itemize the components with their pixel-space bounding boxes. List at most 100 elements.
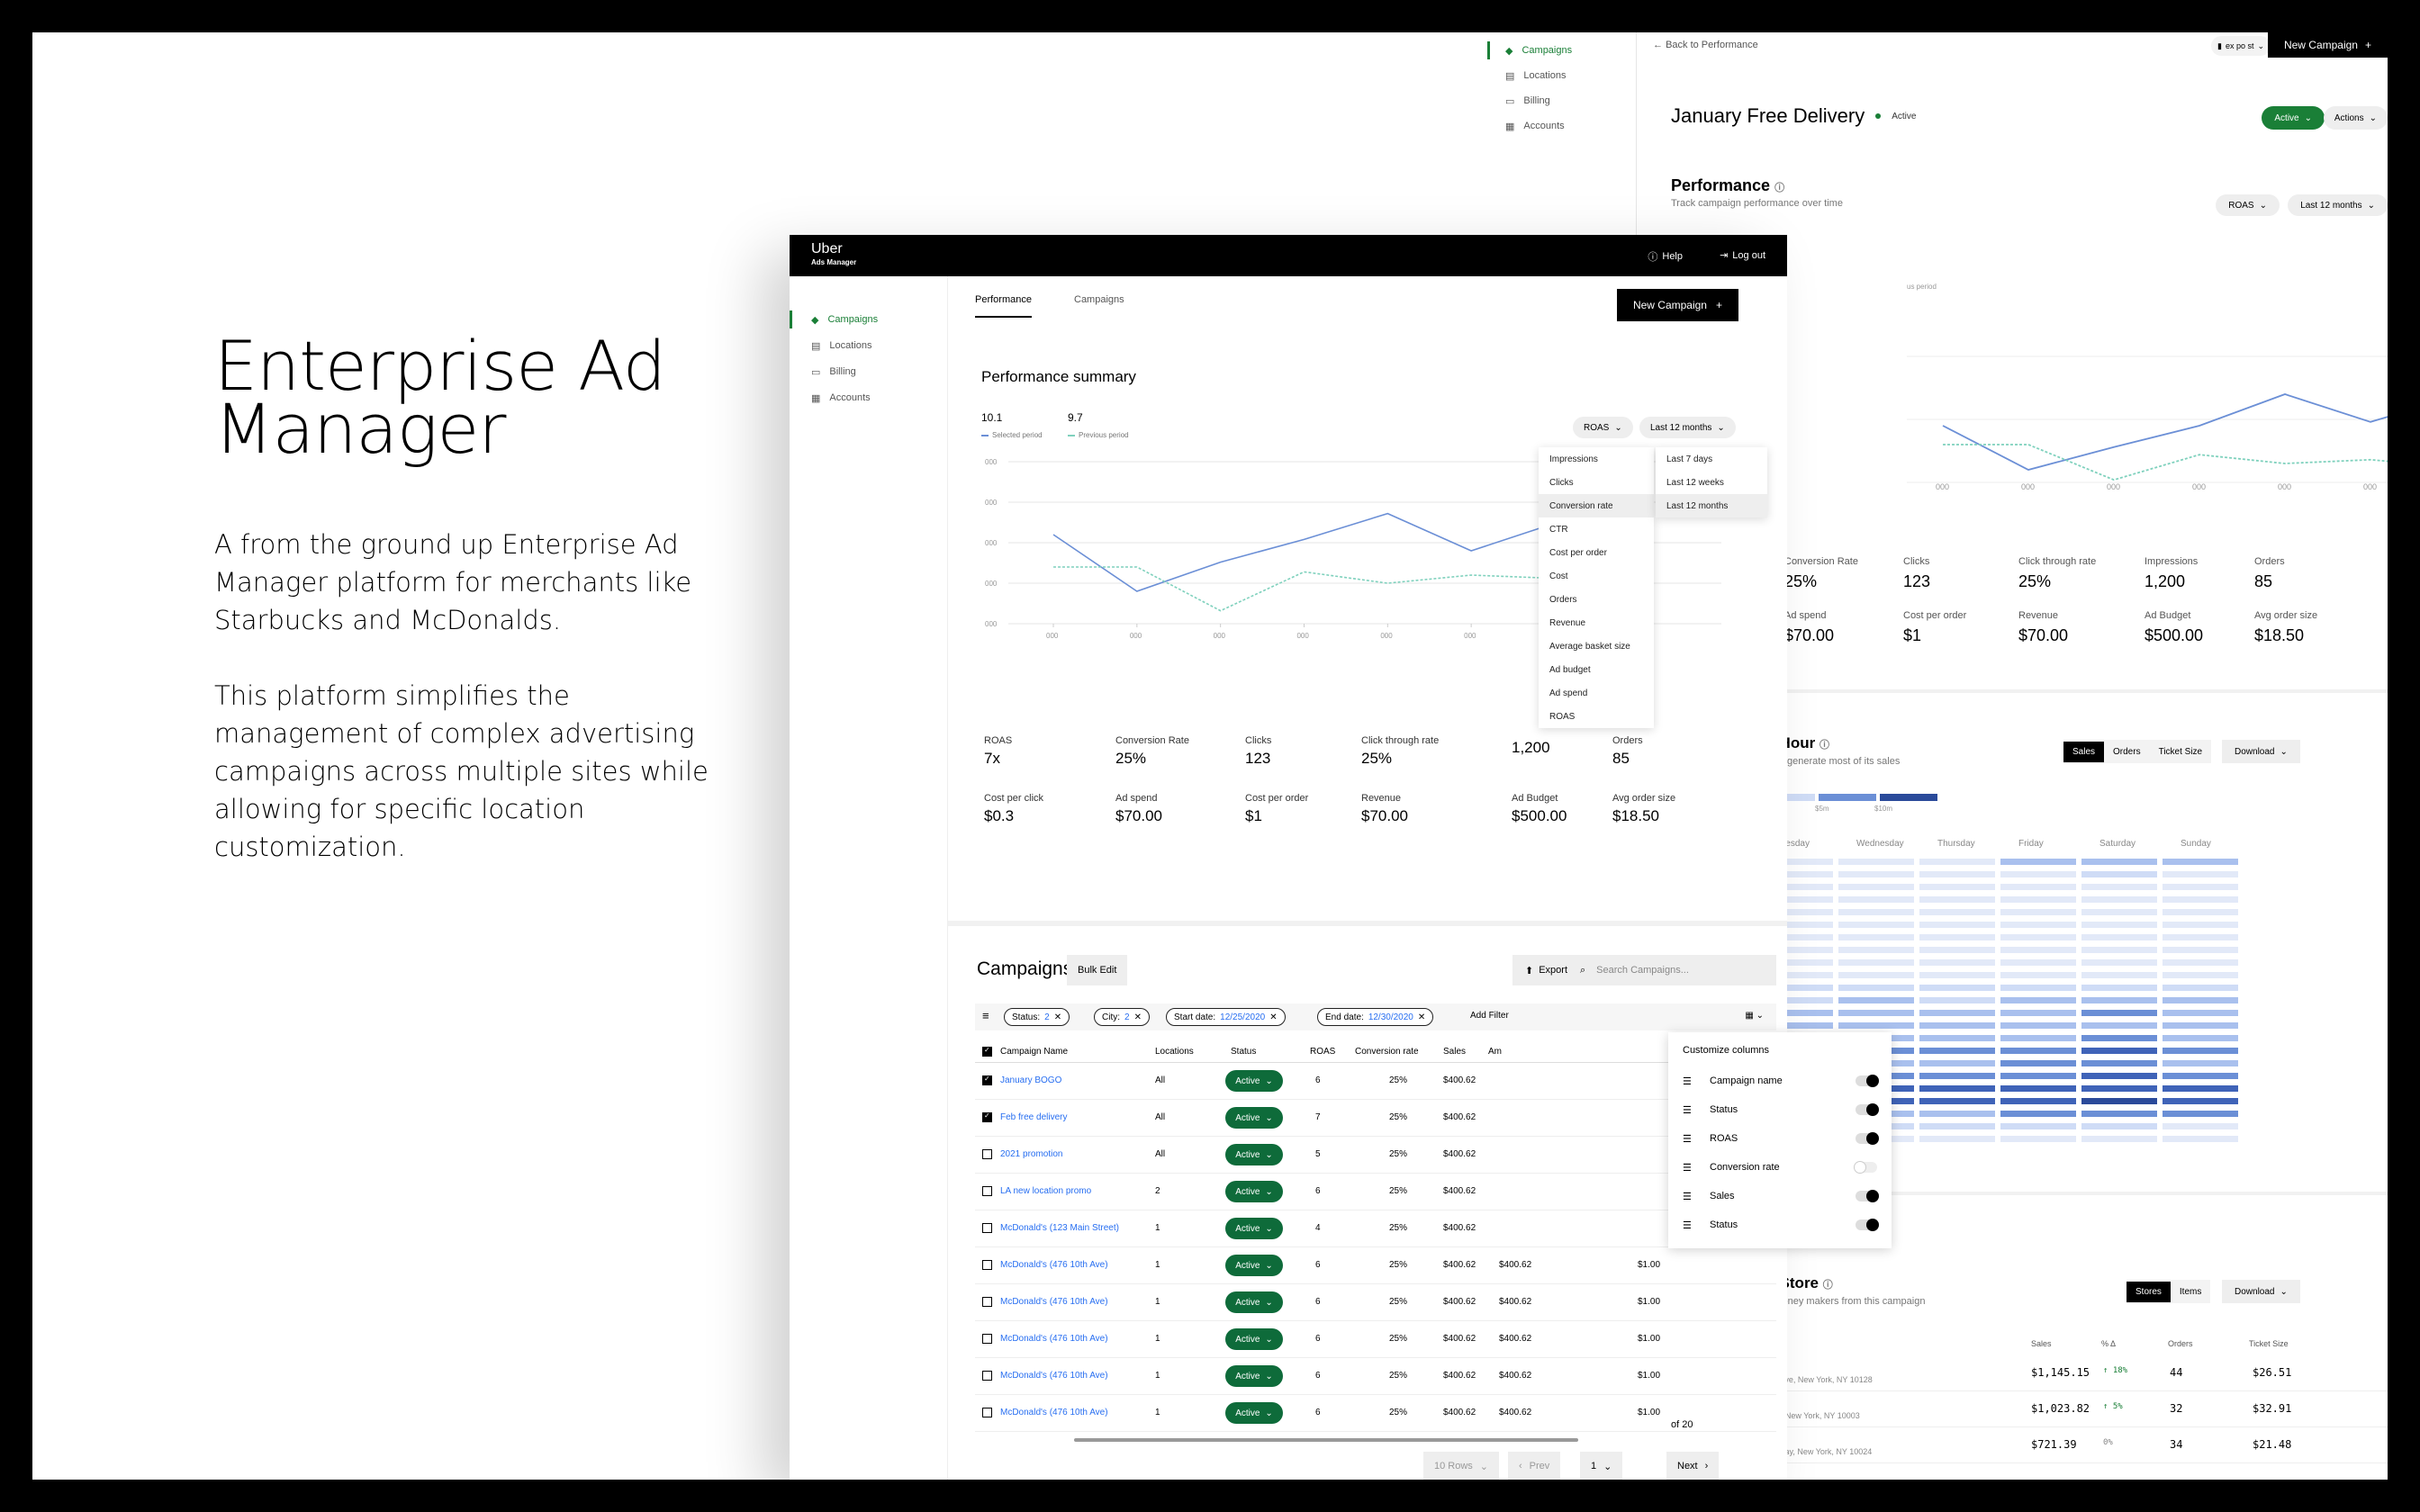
column-option[interactable]: ☰ Campaign name — [1683, 1072, 1879, 1090]
mini-select[interactable]: ▮ ex po st ⌄ — [2211, 36, 2271, 56]
menu-item[interactable]: Ad spend — [1549, 688, 1588, 698]
menu-item[interactable]: Revenue — [1549, 617, 1586, 628]
close-icon[interactable]: ✕ — [1269, 1012, 1278, 1022]
campaign-name-link[interactable]: January BOGO — [1000, 1076, 1062, 1085]
menu-item[interactable]: Orders — [1549, 594, 1577, 605]
campaign-name-link[interactable]: McDonald's (476 10th Ave) — [1000, 1408, 1108, 1418]
back-sidebar-accounts[interactable]: ▦ Accounts — [1505, 117, 1565, 135]
filter-chip-status[interactable]: Status: 2 ✕ — [1004, 1008, 1070, 1026]
filter-chip-end-date[interactable]: End date: 12/30/2020 ✕ — [1317, 1008, 1434, 1026]
menu-item[interactable]: Clicks — [1549, 477, 1574, 488]
menu-item[interactable]: ROAS — [1549, 711, 1576, 722]
header-amount[interactable]: Am — [1488, 1047, 1502, 1057]
row-checkbox[interactable] — [982, 1186, 992, 1196]
status-dropdown[interactable]: Active ⌄ — [1225, 1070, 1283, 1092]
header-status[interactable]: Status — [1231, 1047, 1257, 1057]
hour-download-button[interactable]: Download ⌄ — [2222, 740, 2300, 763]
back-to-performance-link[interactable]: ← Back to Performance — [1653, 40, 1758, 50]
column-option[interactable]: ☰ Status — [1683, 1216, 1879, 1234]
prev-page-button[interactable]: ‹ Prev — [1508, 1452, 1561, 1480]
back-range-select[interactable]: Last 12 months ⌄ — [2288, 194, 2388, 216]
campaign-name-link[interactable]: Feb free delivery — [1000, 1112, 1068, 1122]
store-row[interactable]: d ParkBroadway, New York, NY 10024$721.3… — [1757, 1427, 2388, 1463]
table-row[interactable]: McDonald's (123 Main Street) 1 Active ⌄ 4 25%… — [975, 1210, 1776, 1247]
row-checkbox[interactable] — [982, 1223, 992, 1233]
menu-item[interactable]: Ad budget — [1549, 664, 1591, 675]
table-row[interactable]: McDonald's (476 10th Ave) 1 Active ⌄ 6 25% $40… — [975, 1358, 1776, 1395]
table-row[interactable]: McDonald's (476 10th Ave) 1 Active ⌄ 6 25% $40… — [975, 1284, 1776, 1321]
column-option[interactable]: ☰ Sales — [1683, 1187, 1879, 1205]
header-roas[interactable]: ROAS — [1310, 1047, 1336, 1057]
store-download-button[interactable]: Download ⌄ — [2222, 1280, 2300, 1303]
status-dropdown[interactable]: Active ⌄ — [1225, 1255, 1283, 1276]
page-select[interactable]: 1 ⌄ — [1580, 1452, 1623, 1480]
filter-chip-start-date[interactable]: Start date: 12/25/2020 ✕ — [1166, 1008, 1286, 1026]
store-row[interactable]: rsngton Ave, New York, NY 10128$1,145.15… — [1757, 1355, 2388, 1391]
bulk-edit-button[interactable]: Bulk Edit — [1067, 955, 1128, 986]
campaign-name-link[interactable]: LA new location promo — [1000, 1186, 1092, 1196]
filter-chip-city[interactable]: City: 2 ✕ — [1094, 1008, 1150, 1026]
menu-item[interactable]: Conversion rate — [1539, 494, 1654, 518]
header-locations[interactable]: Locations — [1155, 1047, 1194, 1057]
row-checkbox[interactable] — [982, 1149, 992, 1159]
campaign-name-link[interactable]: McDonald's (123 Main Street) — [1000, 1223, 1119, 1233]
table-row[interactable]: 2021 promotion All Active ⌄ 5 25% $400.62 — [975, 1137, 1776, 1174]
search-campaigns-input[interactable]: ⌕ Search Campaigns... — [1567, 955, 1776, 986]
header-campaign-name[interactable]: Campaign Name — [1000, 1047, 1069, 1057]
campaign-name-link[interactable]: McDonald's (476 10th Ave) — [1000, 1260, 1108, 1270]
column-toggle[interactable] — [1856, 1219, 1879, 1231]
status-dropdown[interactable]: Active ⌄ — [1225, 1107, 1283, 1129]
drag-handle-icon[interactable]: ☰ — [1683, 1162, 1692, 1174]
store-header-orders[interactable]: Orders — [2168, 1339, 2193, 1348]
horizontal-scrollbar[interactable] — [1074, 1438, 1578, 1442]
roas-select[interactable]: ROAS ⌄ — [1573, 417, 1633, 438]
menu-item[interactable]: Impressions — [1549, 454, 1598, 464]
status-dropdown[interactable]: Active ⌄ — [1225, 1365, 1283, 1387]
campaign-name-link[interactable]: McDonald's (476 10th Ave) — [1000, 1297, 1108, 1307]
table-row[interactable]: McDonald's (476 10th Ave) 1 Active ⌄ 6 25% $40… — [975, 1321, 1776, 1358]
column-toggle[interactable] — [1856, 1075, 1879, 1087]
menu-item[interactable]: Last 12 weeks — [1666, 477, 1724, 488]
column-option[interactable]: ☰ ROAS — [1683, 1130, 1879, 1148]
store-row[interactable]: VillageSt Ave, New York, NY 10003$1,023.… — [1757, 1391, 2388, 1427]
row-checkbox[interactable] — [982, 1408, 992, 1418]
close-icon[interactable]: ✕ — [1133, 1012, 1142, 1022]
filter-icon[interactable]: ≡ — [982, 1009, 989, 1022]
column-option[interactable]: ☰ Conversion rate — [1683, 1158, 1877, 1176]
add-filter-button[interactable]: Add Filter — [1470, 1011, 1509, 1021]
column-toggle[interactable] — [1854, 1161, 1877, 1174]
table-row[interactable]: McDonald's (476 10th Ave) 1 Active ⌄ 6 25% $40… — [975, 1247, 1776, 1284]
menu-item[interactable]: Cost per order — [1549, 547, 1607, 558]
row-checkbox[interactable] — [982, 1371, 992, 1381]
sidebar-item-locations[interactable]: ▤ Locations — [811, 337, 872, 355]
row-checkbox[interactable] — [982, 1297, 992, 1307]
row-checkbox[interactable] — [982, 1260, 992, 1270]
campaign-name-link[interactable]: 2021 promotion — [1000, 1149, 1063, 1159]
row-checkbox[interactable] — [982, 1334, 992, 1344]
drag-handle-icon[interactable]: ☰ — [1683, 1104, 1692, 1116]
store-header-sales[interactable]: Sales — [2031, 1339, 2052, 1348]
drag-handle-icon[interactable]: ☰ — [1683, 1076, 1692, 1087]
tab-orders[interactable]: Orders — [2113, 746, 2141, 757]
table-row[interactable]: January BOGO All Active ⌄ 6 25% $400.62 — [975, 1063, 1776, 1100]
close-icon[interactable]: ✕ — [1053, 1012, 1062, 1022]
menu-item[interactable]: Cost — [1549, 571, 1568, 581]
tab-sales[interactable]: Sales — [2063, 741, 2105, 762]
drag-handle-icon[interactable]: ☰ — [1683, 1220, 1692, 1231]
row-checkbox[interactable] — [982, 1112, 992, 1122]
table-row[interactable]: Feb free delivery All Active ⌄ 7 25% $400.62 — [975, 1100, 1776, 1137]
column-toggle[interactable] — [1856, 1132, 1879, 1145]
drag-handle-icon[interactable]: ☰ — [1683, 1191, 1692, 1202]
new-campaign-button[interactable]: New Campaign + — [1616, 289, 1738, 321]
back-sidebar-billing[interactable]: ▭ Billing — [1505, 92, 1550, 110]
column-option[interactable]: ☰ Status — [1683, 1101, 1879, 1119]
status-dropdown[interactable]: Active ⌄ — [1225, 1218, 1283, 1239]
menu-item[interactable]: Last 12 months — [1656, 494, 1767, 518]
header-sales[interactable]: Sales — [1443, 1047, 1467, 1057]
active-status-pill[interactable]: Active ⌄ — [2262, 106, 2325, 130]
row-checkbox[interactable] — [982, 1075, 992, 1085]
column-toggle[interactable] — [1856, 1103, 1879, 1116]
logout-link[interactable]: ⇥ Log out — [1720, 249, 1765, 262]
status-dropdown[interactable]: Active ⌄ — [1225, 1292, 1283, 1313]
back-new-campaign-button[interactable]: New Campaign + — [2267, 32, 2388, 58]
